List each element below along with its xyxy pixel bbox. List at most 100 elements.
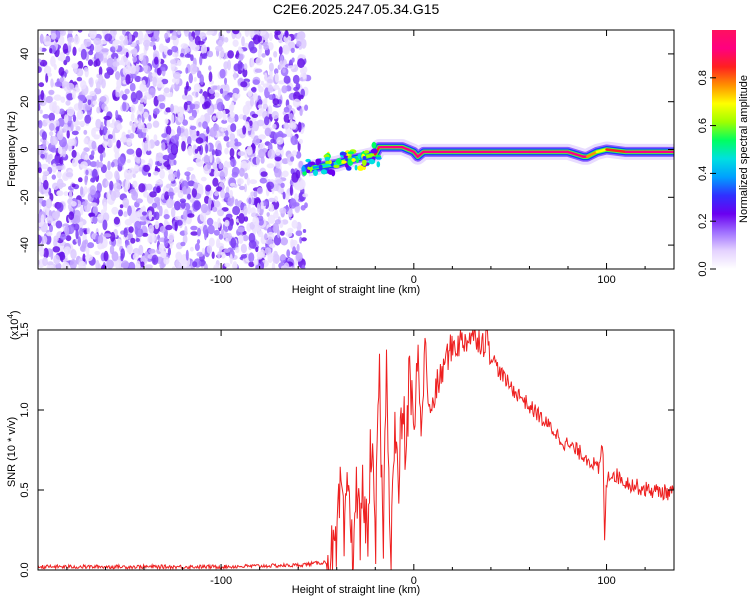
noise-speck [185,81,189,90]
noise-speck [287,65,295,70]
noise-speck [290,156,295,162]
noise-speck [289,184,293,196]
noise-speck [78,177,83,183]
noise-speck [87,242,95,249]
noise-speck [51,174,56,180]
noise-speck [89,90,96,97]
noise-speck [148,248,156,254]
noise-speck [298,160,304,169]
noise-speck [283,35,292,43]
noise-speck [46,261,54,266]
noise-speck [229,148,235,158]
noise-speck [184,30,190,37]
spectrogram-x-tick-label: -100 [210,274,232,286]
noise-speck [67,138,75,147]
noise-speck [242,68,248,78]
noise-speck [153,30,159,40]
noise-speck [132,56,138,63]
noise-speck [63,191,69,197]
noise-speck [127,129,131,134]
noise-speck [203,154,210,165]
noise-speck [102,140,108,148]
noise-speck [84,114,92,124]
noise-speck [304,104,309,111]
noise-speck [70,249,77,260]
noise-speck [193,145,197,150]
snr-x-label: Height of straight line (km) [292,584,420,596]
noise-speck [267,254,274,263]
noise-speck [247,204,251,215]
noise-speck [177,112,184,123]
noise-speck [80,161,88,169]
noise-speck [127,205,132,216]
noise-speck [281,85,288,94]
noise-speck [252,79,260,85]
noise-speck [171,114,175,124]
noise-speck [238,234,244,244]
noise-speck [49,122,55,132]
noise-speck [57,130,64,141]
noise-speck [177,190,184,199]
noise-speck [283,122,290,130]
noise-speck [72,46,77,56]
noise-speck [45,118,51,124]
noise-speck [252,34,261,45]
noise-speck [199,212,207,222]
noise-speck [78,260,87,269]
snr-x-tick-label: 100 [597,575,615,587]
colorbar-tick-label: 0.6 [697,118,709,133]
noise-speck [295,251,303,262]
snr-y-label: SNR (10 * v/v) [6,417,18,487]
noise-speck [213,169,219,178]
noise-speck [173,159,177,166]
noise-speck [115,71,121,80]
noise-speck [216,101,224,112]
noise-speck [256,202,261,212]
noise-speck [87,59,94,66]
noise-speck [132,173,136,178]
noise-speck [104,33,113,42]
noise-speck [126,148,135,155]
noise-speck [193,76,197,82]
noise-speck [103,250,109,262]
noise-speck [100,121,104,131]
noise-speck [93,60,98,67]
noise-speck [187,213,195,218]
noise-speck [219,68,226,79]
noise-speck [46,215,54,224]
noise-speck [301,264,306,269]
noise-speck [272,98,280,106]
noise-speck [182,210,188,221]
noise-speck [55,165,63,171]
snr-x-tick-label: -100 [210,575,232,587]
noise-speck [284,30,289,38]
noise-speck [280,182,285,188]
noise-speck [132,253,139,261]
noise-speck [291,219,298,229]
noise-speck [199,55,203,66]
noise-speck [93,37,102,46]
ridge-segment [320,162,338,168]
noise-speck [227,50,235,59]
ridge-blob [354,164,358,171]
noise-speck [247,90,253,97]
noise-speck [192,261,198,268]
noise-speck [166,198,174,209]
noise-speck [50,135,58,146]
noise-speck [137,122,145,130]
noise-speck [275,149,281,156]
noise-speck [67,45,72,53]
noise-speck [119,35,124,41]
noise-speck [212,162,217,170]
noise-speck [130,237,136,244]
noise-speck [230,158,237,167]
noise-speck [53,235,59,243]
noise-speck [183,101,188,111]
noise-speck [262,83,268,88]
noise-speck [38,66,42,74]
noise-speck [123,211,128,218]
noise-speck [153,134,158,142]
noise-speck [211,251,215,259]
snr-series-line [38,330,674,570]
noise-speck [184,171,191,177]
